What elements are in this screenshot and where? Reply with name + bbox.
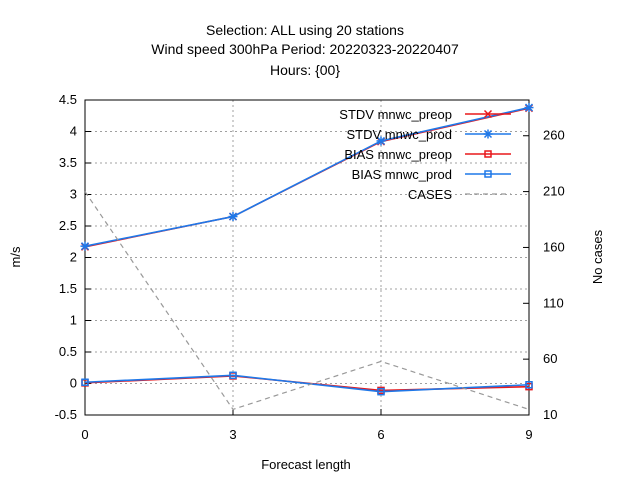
series-line-4 [84,191,530,411]
y-tick-label: 2 [70,250,77,265]
grid-lines [85,100,529,415]
legend-item: BIAS mnwc_preop [344,147,511,162]
data-point [524,103,534,113]
legend-item: CASES [408,187,511,202]
series-line-1 [84,106,530,247]
y2-tick-label: 10 [543,407,557,422]
data-point [483,109,493,119]
y2-tick-label: 60 [543,351,557,366]
data-point [229,371,237,380]
marker-square [484,150,492,158]
data-point [228,212,238,222]
marker-square [377,387,385,396]
x-tick-label: 9 [525,427,532,442]
legend-label: BIAS mnwc_prod [352,167,452,182]
x-tick-label: 6 [377,427,384,442]
data-point [80,241,90,251]
y2-tick-label: 210 [543,184,565,199]
marker-square [484,170,492,178]
y2-tick-label: 160 [543,239,565,254]
y-tick-label: 4 [70,124,77,139]
y-tick-label: 2.5 [59,218,77,233]
title-line-2: Wind speed 300hPa Period: 20220323-20220… [151,41,459,57]
data-point [484,150,492,158]
data-point [377,387,385,396]
data-point [483,129,493,139]
y2-tick-label: 260 [543,128,565,143]
y2-axis-label: No cases [590,229,605,284]
x-tick-label: 0 [81,427,88,442]
data-point [376,136,386,146]
chart-title: Selection: ALL using 20 stations Wind sp… [151,22,459,78]
legend-item: STDV mnwc_prod [347,127,511,142]
plot-frame [84,99,530,416]
title-line-1: Selection: ALL using 20 stations [206,22,404,38]
title-line-3: Hours: {00} [270,62,340,78]
y-tick-label: 3.5 [59,155,77,170]
y-tick-label: 3 [70,187,77,202]
marker-stroke [483,109,493,119]
data-point [525,381,533,389]
y-tick-label: 0 [70,376,77,391]
y-tick-label: 1 [70,313,77,328]
legend-item: BIAS mnwc_prod [352,167,511,182]
series-layer [80,103,534,411]
marker-square [525,381,533,389]
legend-label: BIAS mnwc_preop [344,147,452,162]
y2-tick-label: 110 [543,295,564,310]
legend-label: STDV mnwc_prod [347,127,452,142]
legend-item: STDV mnwc_preop [339,107,511,122]
y-tick-label: -0.5 [55,407,77,422]
x-tick-label: 3 [229,427,236,442]
marker-square [229,371,237,380]
legend: STDV mnwc_preop STDV mnwc_prod BIAS mnwc_p… [339,107,511,202]
y-tick-label: 1.5 [59,281,77,296]
data-point [81,378,89,386]
axes: -0.5 0 0.5 1 1.5 2 2.5 3 3.5 4 4.5 0 3 6 9 10 60 110 160 21… [55,92,565,442]
x-axis-label: Forecast length [261,457,351,472]
legend-label: STDV mnwc_preop [339,107,452,122]
y-tick-label: 4.5 [59,92,77,107]
y-tick-label: 0.5 [59,344,77,359]
legend-label: CASES [408,187,452,202]
y-axis-label: m/s [8,246,23,267]
marker-square [81,378,89,386]
data-point [484,170,492,178]
series-line-3 [84,374,530,393]
